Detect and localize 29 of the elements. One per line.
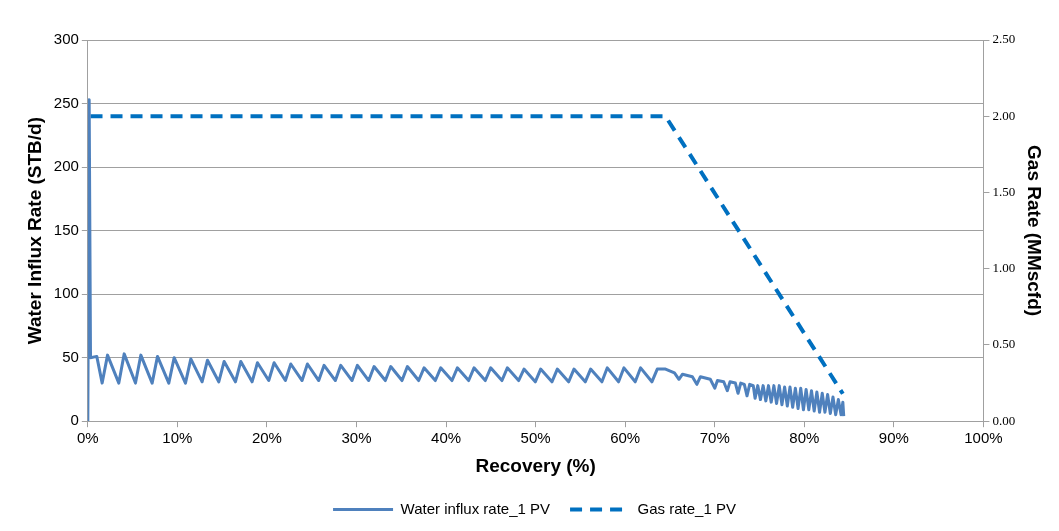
legend-label: Water influx rate_1 PV (400, 499, 551, 517)
y-tick-label: 300 (53, 30, 79, 48)
y-axis-title: Water Influx Rate (STB/d) (23, 116, 45, 345)
y-tick-label: 100 (53, 284, 79, 302)
y2-tick-label: 1.00 (992, 260, 1016, 276)
x-tick-label: 0% (76, 429, 99, 447)
x-axis-title: Recovery (%) (475, 454, 596, 476)
y2-tick-label: 0.50 (992, 336, 1016, 352)
x-tick-label: 80% (789, 429, 820, 447)
y2-axis-title: Gas Rate (MMscfd) (1024, 145, 1046, 317)
legend-label: Gas rate_1 PV (637, 499, 736, 517)
x-tick-label: 20% (251, 429, 282, 447)
y-tick-label: 50 (62, 347, 79, 365)
y2-tick-label: 0.00 (992, 412, 1016, 428)
x-tick-label: 70% (699, 429, 730, 447)
x-tick-label: 90% (878, 429, 909, 447)
y-tick-label: 250 (53, 93, 79, 111)
y-tick-label: 200 (53, 157, 79, 175)
x-tick-label: 30% (341, 429, 372, 447)
y2-tick-label: 1.50 (992, 183, 1016, 199)
x-tick-label: 40% (431, 429, 462, 447)
x-tick-label: 50% (520, 429, 551, 447)
x-tick-label: 100% (964, 429, 1003, 447)
y2-tick-label: 2.50 (992, 31, 1016, 47)
x-tick-label: 60% (610, 429, 641, 447)
y-tick-label: 0 (70, 411, 79, 429)
y-tick-label: 150 (53, 220, 79, 238)
x-tick-label: 10% (162, 429, 193, 447)
y2-tick-label: 2.00 (992, 107, 1016, 123)
